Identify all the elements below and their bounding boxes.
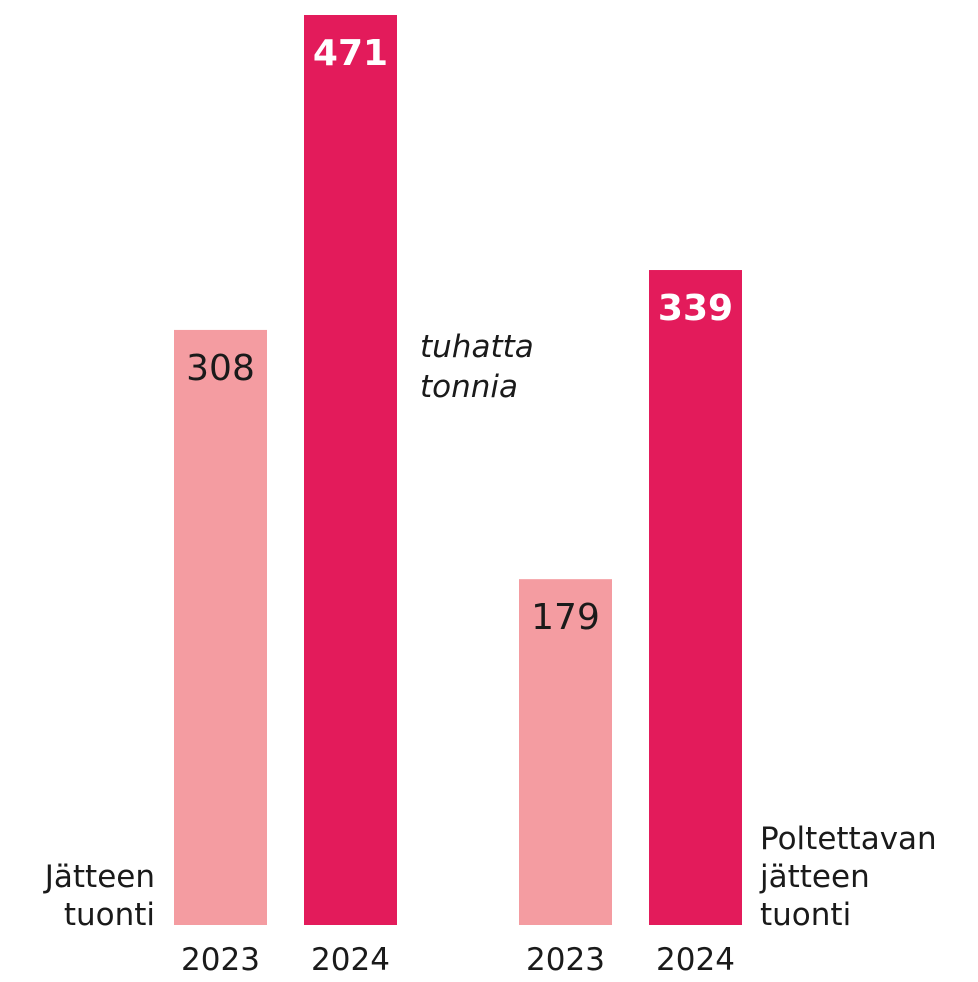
category-label: jätteen: [759, 859, 870, 895]
bar: [519, 579, 612, 925]
value-label: 179: [531, 597, 600, 638]
value-label: 308: [186, 348, 255, 389]
value-label: 471: [313, 33, 388, 74]
x-tick-label: 2024: [656, 942, 735, 978]
unit-annotation: tuhatta: [420, 329, 534, 365]
category-label: tuonti: [760, 897, 851, 933]
bar: [174, 329, 267, 926]
x-tick-label: 2023: [181, 942, 260, 978]
x-tick-label: 2023: [526, 942, 605, 978]
unit-annotation: tonnia: [420, 369, 518, 405]
bar: [649, 270, 742, 925]
category-label: Poltettavan: [760, 821, 937, 857]
bar: [304, 15, 397, 925]
category-label: tuonti: [64, 897, 155, 933]
category-label: Jätteen: [43, 859, 155, 895]
value-label: 339: [658, 288, 733, 329]
x-tick-label: 2024: [311, 942, 390, 978]
